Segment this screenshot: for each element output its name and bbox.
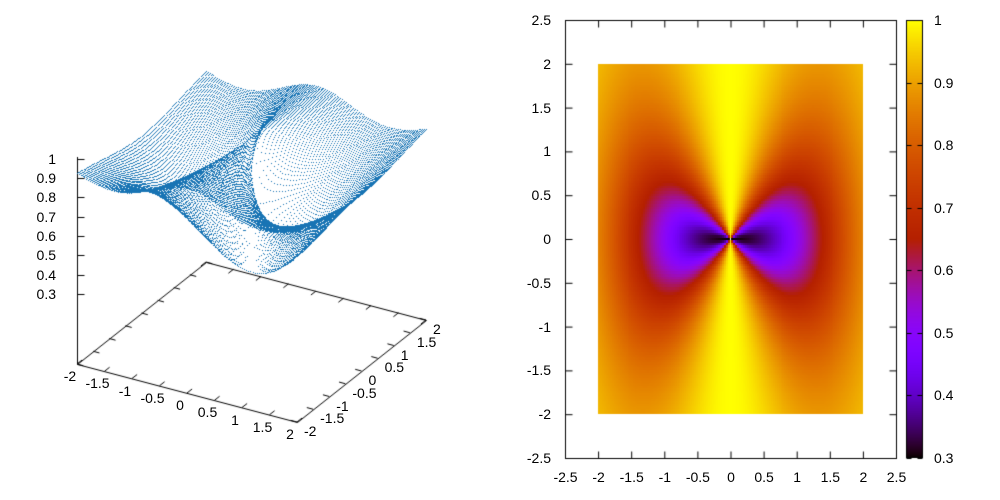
heatmap-plot-region	[565, 20, 896, 458]
colorbar-region	[906, 20, 922, 458]
surface-3d-plot-region	[14, 30, 510, 470]
